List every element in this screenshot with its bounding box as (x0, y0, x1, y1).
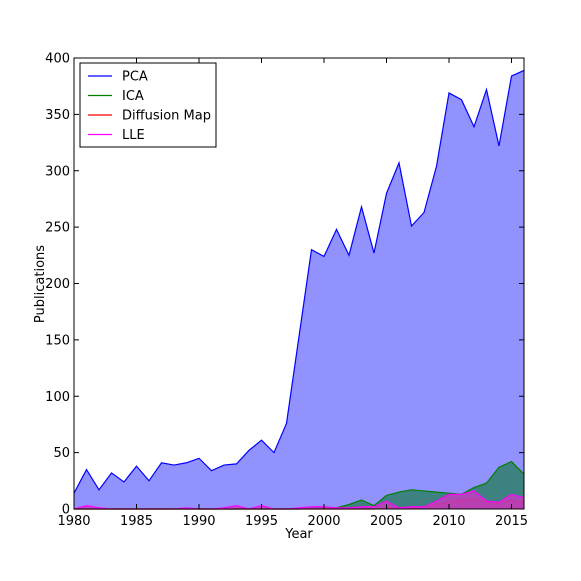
legend-label-ica: ICA (122, 89, 144, 104)
y-tick-label: 100 (45, 390, 70, 405)
legend: PCA ICA Diffusion Map LLE (79, 62, 217, 148)
y-tick-label: 350 (45, 108, 70, 123)
legend-box (79, 62, 217, 148)
y-tick-label: 50 (53, 446, 70, 461)
x-tick-label: 1980 (57, 514, 90, 529)
y-tick-label: 300 (45, 164, 70, 179)
y-tick-label: 200 (45, 277, 70, 292)
x-axis-label: Year (284, 527, 313, 542)
legend-label-lle: LLE (122, 128, 145, 143)
series-ica-area (74, 461, 524, 509)
series-pca-area (74, 70, 524, 510)
x-tick-label: 1995 (245, 514, 278, 529)
legend-label-diffusion-map: Diffusion Map (122, 109, 211, 124)
ticks-layer: 1980 1985 1990 1995 2000 2005 2010 2015 0 50 100 15… (45, 52, 528, 530)
series-pca-line (73, 69, 525, 494)
y-tick-label: 250 (45, 221, 70, 236)
x-tick-label: 2000 (307, 514, 340, 529)
legend-label-pca: PCA (122, 70, 148, 85)
x-tick-label: 1985 (120, 514, 153, 529)
x-tick-label: 2010 (432, 514, 465, 529)
y-tick-label: 0 (62, 503, 70, 518)
y-tick-label: 150 (45, 333, 70, 348)
y-tick-label: 400 (45, 52, 70, 67)
series-lle-area (74, 490, 524, 509)
x-tick-label: 1990 (182, 514, 215, 529)
x-tick-label: 2015 (495, 514, 528, 529)
y-axis-label: Publications (33, 245, 48, 323)
x-tick-label: 2005 (370, 514, 403, 529)
